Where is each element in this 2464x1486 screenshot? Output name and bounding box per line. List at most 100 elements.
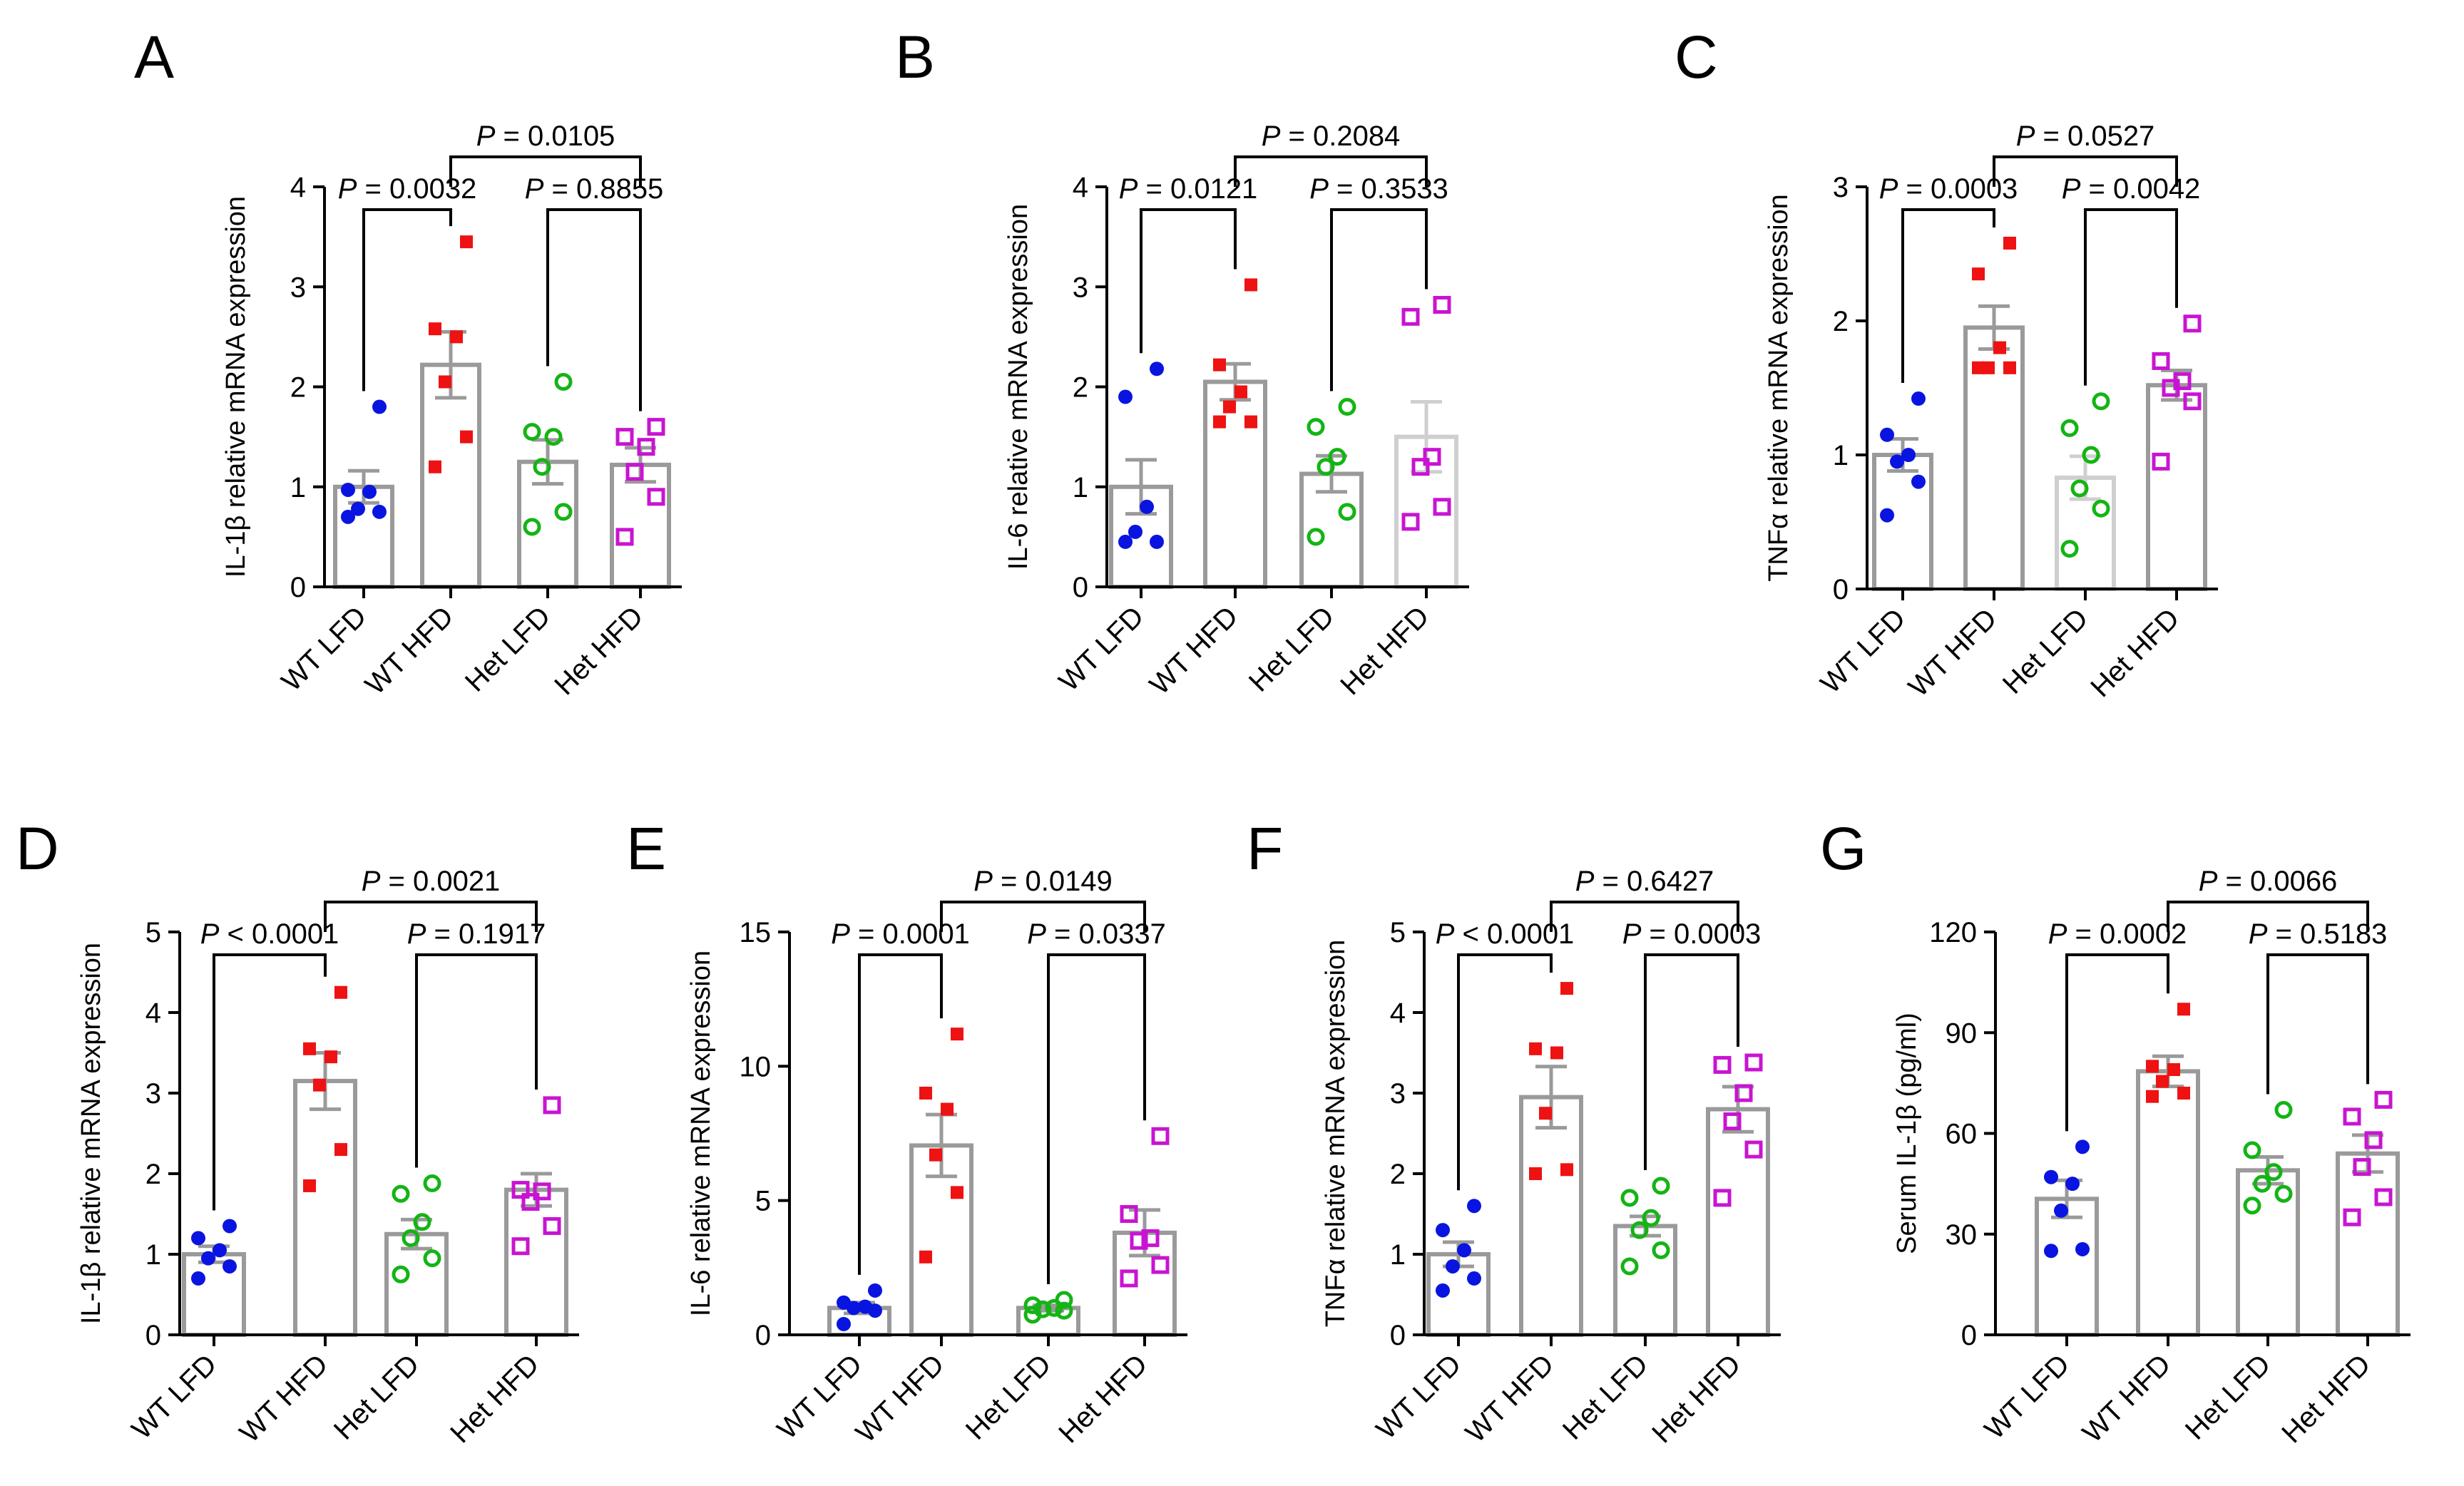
significance-bracket: P = 0.0121	[1119, 173, 1257, 354]
data-point	[1120, 1205, 1138, 1223]
p-value: = 0.0001	[850, 918, 970, 950]
p-value-label: P < 0.0001	[200, 918, 339, 950]
data-point	[223, 1259, 237, 1274]
panel-d: D 0 1 2 3 4 5 WT LFD WT HFD Het LFD Het HFD IL-1β …	[0, 0, 642, 1486]
data-point	[2173, 372, 2192, 391]
bracket-line	[1234, 155, 1428, 187]
data-point	[2343, 1208, 2361, 1226]
p-symbol: P	[831, 918, 850, 950]
data-point	[1901, 448, 1916, 462]
y-tick-label: 1	[290, 472, 306, 503]
data-point	[1744, 1140, 1763, 1159]
data-point	[858, 1299, 872, 1314]
bracket-line	[1330, 208, 1428, 391]
data-point	[341, 509, 355, 524]
data-point	[1118, 534, 1133, 549]
data-point	[351, 501, 365, 516]
data-point	[1642, 1209, 1660, 1227]
data-point	[1307, 528, 1325, 546]
p-symbol: P	[338, 173, 357, 205]
data-point	[372, 504, 387, 519]
y-tick-label: 4	[1073, 172, 1088, 203]
data-point	[2003, 236, 2016, 250]
data-point	[429, 460, 441, 473]
p-value: = 0.0003	[1898, 173, 2018, 205]
data-point	[521, 1193, 540, 1211]
data-point	[1620, 1257, 1639, 1276]
data-point	[1128, 524, 1142, 539]
data-point	[460, 235, 473, 249]
significance-bracket: P = 0.5183	[2249, 918, 2387, 1095]
significance-bracket: P < 0.0001	[1436, 918, 1574, 1191]
y-tick-label: 3	[290, 272, 306, 303]
data-point	[554, 372, 573, 391]
data-point	[1880, 508, 1894, 523]
data-point	[2177, 1087, 2190, 1100]
significance-bracket: P = 0.0021	[324, 866, 538, 932]
y-tick-label: 1	[1073, 472, 1088, 503]
y-tick-label: 3	[1390, 1078, 1406, 1110]
p-symbol: P	[407, 918, 426, 950]
p-symbol: P	[362, 866, 381, 897]
data-point	[1560, 1163, 1573, 1177]
p-symbol: P	[973, 866, 993, 897]
data-point	[1140, 499, 1154, 514]
data-point	[2274, 1184, 2293, 1203]
data-point	[1560, 982, 1573, 995]
data-point	[1467, 1199, 1481, 1214]
p-value-label: P = 0.6427	[1575, 866, 1714, 897]
p-symbol: P	[1262, 121, 1281, 152]
data-point	[837, 1316, 851, 1331]
data-point	[929, 1148, 942, 1162]
p-value: = 0.0042	[2080, 173, 2200, 205]
panel-letter: D	[16, 815, 59, 882]
data-point	[951, 1028, 963, 1041]
data-point	[213, 1243, 227, 1258]
p-value-label: P = 0.0527	[2016, 121, 2155, 152]
bracket-line	[858, 953, 943, 1275]
p-symbol: P	[525, 173, 544, 205]
p-value: = 0.0066	[2217, 866, 2337, 897]
data-point	[324, 1050, 337, 1064]
data-point	[1223, 400, 1236, 414]
data-point	[951, 1186, 963, 1199]
p-symbol: P	[2048, 918, 2067, 950]
data-point	[523, 518, 541, 536]
panel-letter: B	[895, 24, 936, 91]
data-point	[868, 1283, 882, 1298]
data-point	[1213, 415, 1226, 429]
data-point	[941, 1102, 954, 1116]
data-point	[1972, 267, 1985, 281]
p-value: = 0.8855	[543, 173, 663, 205]
bar-1	[2035, 1197, 2099, 1337]
data-point	[1150, 362, 1164, 376]
data-point	[392, 1184, 410, 1203]
data-point	[2152, 452, 2170, 471]
data-point	[423, 1174, 441, 1193]
data-point	[1401, 513, 1420, 531]
data-point	[2274, 1101, 2293, 1119]
data-point	[1055, 1291, 1073, 1309]
data-point	[1436, 1223, 1450, 1238]
data-point	[1911, 474, 1926, 489]
panel-letter: G	[1820, 815, 1867, 882]
data-point	[1446, 1259, 1460, 1274]
y-tick-label: 4	[145, 998, 161, 1029]
panel-b: B 0 1 2 3 4 WT LFD WT HFD Het LFD Het HFD IL-6 re…	[0, 0, 1533, 742]
data-point	[533, 458, 551, 476]
bracket-line	[449, 155, 642, 187]
bracket-line	[324, 901, 538, 932]
data-point	[1972, 361, 1985, 374]
p-value-label: P = 0.2084	[1262, 121, 1401, 152]
data-point	[2146, 1060, 2159, 1073]
data-point	[2003, 361, 2016, 374]
y-tick-label: 15	[740, 917, 772, 948]
data-point	[362, 484, 377, 499]
data-point	[637, 438, 655, 456]
y-tick-label: 10	[740, 1051, 772, 1082]
panel-e: E 0 5 10 15 WT LFD WT HFD Het LFD Het HFD IL-6 r…	[0, 0, 1212, 1486]
data-point	[1630, 1221, 1649, 1239]
